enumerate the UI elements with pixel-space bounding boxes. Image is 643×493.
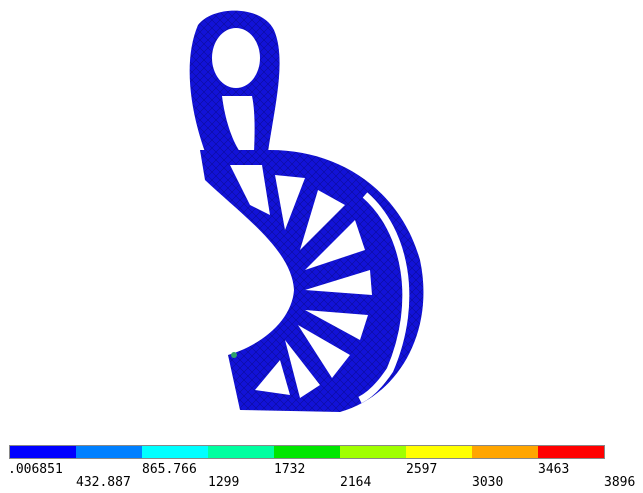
legend-label: .006851	[8, 462, 63, 477]
legend-swatch	[274, 446, 340, 458]
legend-swatch	[472, 446, 538, 458]
viewport: .006851 432.887 865.766 1299 1732 2164 2597 303…	[0, 0, 643, 493]
legend-swatch	[142, 446, 208, 458]
legend-label: 3896	[604, 475, 635, 490]
legend-label: 432.887	[76, 475, 131, 490]
legend-swatch	[76, 446, 142, 458]
legend-label: 865.766	[142, 462, 197, 477]
legend: .006851 432.887 865.766 1299 1732 2164 2597 303…	[8, 446, 635, 490]
legend-label: 2597	[406, 462, 437, 477]
legend-swatch	[340, 446, 406, 458]
legend-swatch	[10, 446, 76, 458]
legend-swatch	[406, 446, 472, 458]
legend-swatch	[538, 446, 604, 458]
legend-label: 3030	[472, 475, 503, 490]
legend-label: 2164	[340, 475, 371, 490]
legend-label: 1299	[208, 475, 239, 490]
legend-label: 3463	[538, 462, 569, 477]
mesh-model	[190, 11, 424, 412]
legend-swatch	[208, 446, 274, 458]
legend-label: 1732	[274, 462, 305, 477]
